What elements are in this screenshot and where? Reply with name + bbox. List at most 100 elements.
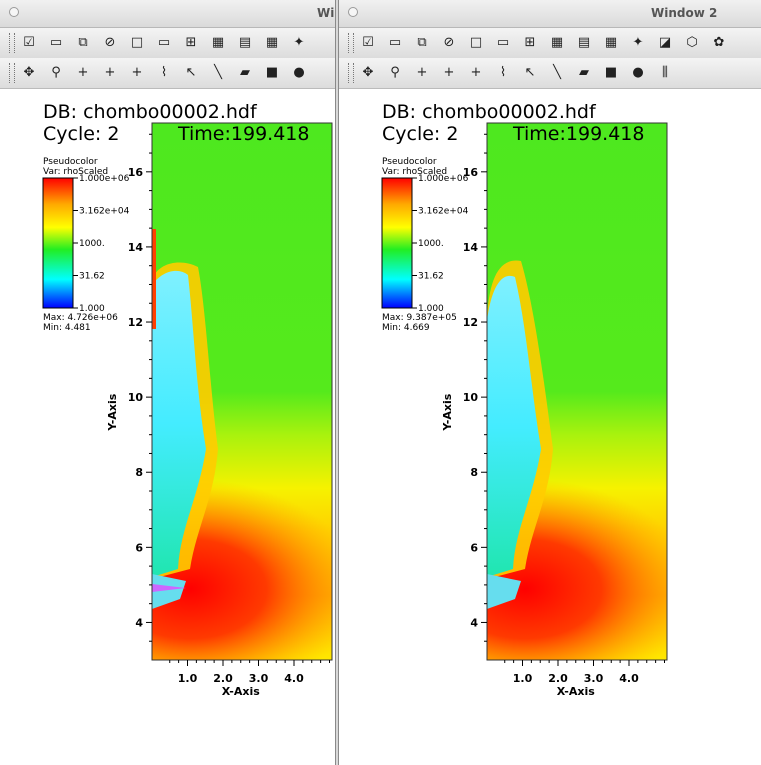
db-name-label: DB: chombo00002.hdf [382,101,597,123]
y-tick-label: 14 [463,241,479,254]
x-tick-label: 1.0 [513,672,533,685]
max-value-label: Max: 4.726e+06 [43,313,118,323]
y-tick-label: 4 [135,616,143,629]
colorbar-tick-label: 3.162e+04 [79,207,130,217]
box-tool-icon[interactable]: ■ [604,64,618,80]
sphere-tool-icon[interactable]: ● [632,64,644,80]
layout-1x2-icon[interactable]: ▭ [496,34,510,50]
clear-window-icon[interactable]: ⊘ [443,34,455,50]
min-value-label: Min: 4.669 [382,323,430,333]
navigate-mode-icon[interactable]: ✥ [23,64,35,80]
zoom-mode-icon[interactable]: ⚲ [390,64,400,80]
node-pick-icon[interactable]: + [104,64,116,80]
time-label: Time:199.418 [177,123,309,145]
perspective-icon[interactable]: ⬡ [686,34,698,50]
box-tool-icon[interactable]: ■ [265,64,279,80]
spin-mode-icon[interactable]: ✦ [632,34,644,50]
window-1-titlebar[interactable]: Wi [0,0,335,28]
colorbar-tick-label: 1000. [418,239,444,249]
spreadsheet-pick-icon[interactable]: + [131,64,143,80]
x-axis-label: X-Axis [222,685,261,698]
toolbar-grip[interactable] [9,33,15,53]
layout-2x4-icon[interactable]: ▤ [577,34,591,50]
point-tool-icon[interactable]: ↖ [524,64,536,80]
colorbar-tick-label: 1.000 [418,304,444,314]
y-tick-label: 12 [128,316,143,329]
y-tick-label: 10 [128,391,144,404]
toolbar-grip[interactable] [9,63,15,83]
window-2-plot-view[interactable]: DB: chombo00002.hdf Cycle: 2 Time:199.418 P… [339,89,761,765]
y-tick-label: 8 [470,466,478,479]
colorbar-tick-label: 31.62 [418,272,444,282]
point-tool-icon[interactable]: ↖ [185,64,197,80]
db-name-label: DB: chombo00002.hdf [43,101,258,123]
layout-3x3-icon[interactable]: ▦ [604,34,618,50]
colorbar-tick-label: 1000. [79,239,105,249]
zone-pick-icon[interactable]: + [77,64,89,80]
y-tick-label: 16 [463,166,479,179]
colorbar-tick-label: 1.000e+06 [418,174,469,184]
spin-mode-icon[interactable]: ✦ [293,34,305,50]
window-2-field [487,123,667,660]
x-tick-label: 3.0 [249,672,269,685]
layout-2x4-icon[interactable]: ▤ [238,34,252,50]
legend-plot-type: Pseudocolor [43,157,98,167]
layout-2x2-icon[interactable]: ⊞ [185,34,197,50]
visualization-window-1: Wi ☑ ▭ ⧉ ⊘ □ ▭ ⊞ ▦ ▤ ▦ ✦ ✥ ⚲ + + + ⌇ ↖ ╲ ▰ ■ ● [0,0,336,765]
layout-1x1-icon[interactable]: □ [130,34,144,50]
x-tick-label: 4.0 [284,672,304,685]
window-1-toolbar-top: ☑ ▭ ⧉ ⊘ □ ▭ ⊞ ▦ ▤ ▦ ✦ [0,28,335,59]
zone-pick-icon[interactable]: + [416,64,428,80]
axis-restriction-icon[interactable]: ⫼ [662,64,668,80]
colorbar [381,177,413,309]
cycle-label: Cycle: 2 [43,123,119,145]
layout-2x3-icon[interactable]: ▦ [550,34,564,50]
clear-window-icon[interactable]: ⊘ [104,34,116,50]
y-tick-label: 6 [470,541,478,554]
active-window-icon[interactable]: ☑ [362,34,374,50]
lineout-icon[interactable]: ⌇ [160,64,168,80]
window-2-toolbar-top: ☑ ▭ ⧉ ⊘ □ ▭ ⊞ ▦ ▤ ▦ ✦ ◪ ⬡ ✿ [339,28,761,59]
spreadsheet-pick-icon[interactable]: + [470,64,482,80]
navigate-mode-icon[interactable]: ✥ [362,64,374,80]
line-tool-icon[interactable]: ╲ [214,64,222,80]
window-2-title: Window 2 [651,6,718,20]
layout-3x3-icon[interactable]: ▦ [265,34,279,50]
window-2-titlebar[interactable]: Window 2 [339,0,761,28]
node-pick-icon[interactable]: + [443,64,455,80]
plane-tool-icon[interactable]: ▰ [579,64,589,80]
colorbar-tick-label: 1.000 [79,304,105,314]
layout-1x1-icon[interactable]: □ [469,34,483,50]
window-1-close-button[interactable] [9,7,19,17]
layout-2x2-icon[interactable]: ⊞ [524,34,536,50]
plot-frame [151,122,333,661]
window-1-plot-view[interactable]: DB: chombo00002.hdf Cycle: 2 Time:199.418 P… [0,89,335,765]
layout-2x3-icon[interactable]: ▦ [211,34,225,50]
x-tick-label: 3.0 [584,672,604,685]
sphere-tool-icon[interactable]: ● [293,64,305,80]
toolbar-grip[interactable] [348,33,354,53]
legend-plot-type: Pseudocolor [382,157,437,167]
clone-window-icon[interactable]: ⧉ [417,34,427,50]
active-window-icon[interactable]: ☑ [23,34,35,50]
new-window-icon[interactable]: ▭ [388,34,402,50]
layout-1x2-icon[interactable]: ▭ [157,34,171,50]
window-1-field [152,123,332,660]
zoom-mode-icon[interactable]: ⚲ [51,64,61,80]
new-window-icon[interactable]: ▭ [49,34,63,50]
invert-background-icon[interactable]: ◪ [658,34,672,50]
plane-tool-icon[interactable]: ▰ [240,64,250,80]
lock-view-icon[interactable]: ✿ [713,34,725,50]
toolbar-grip[interactable] [348,63,354,83]
colorbar [42,177,74,309]
clone-window-icon[interactable]: ⧉ [78,34,88,50]
x-axis-label: X-Axis [557,685,596,698]
line-tool-icon[interactable]: ╲ [553,64,561,80]
y-tick-label: 12 [463,316,478,329]
lineout-icon[interactable]: ⌇ [499,64,507,80]
colorbar-tick-label: 31.62 [79,272,105,282]
x-tick-label: 4.0 [619,672,639,685]
window-2-close-button[interactable] [348,7,358,17]
